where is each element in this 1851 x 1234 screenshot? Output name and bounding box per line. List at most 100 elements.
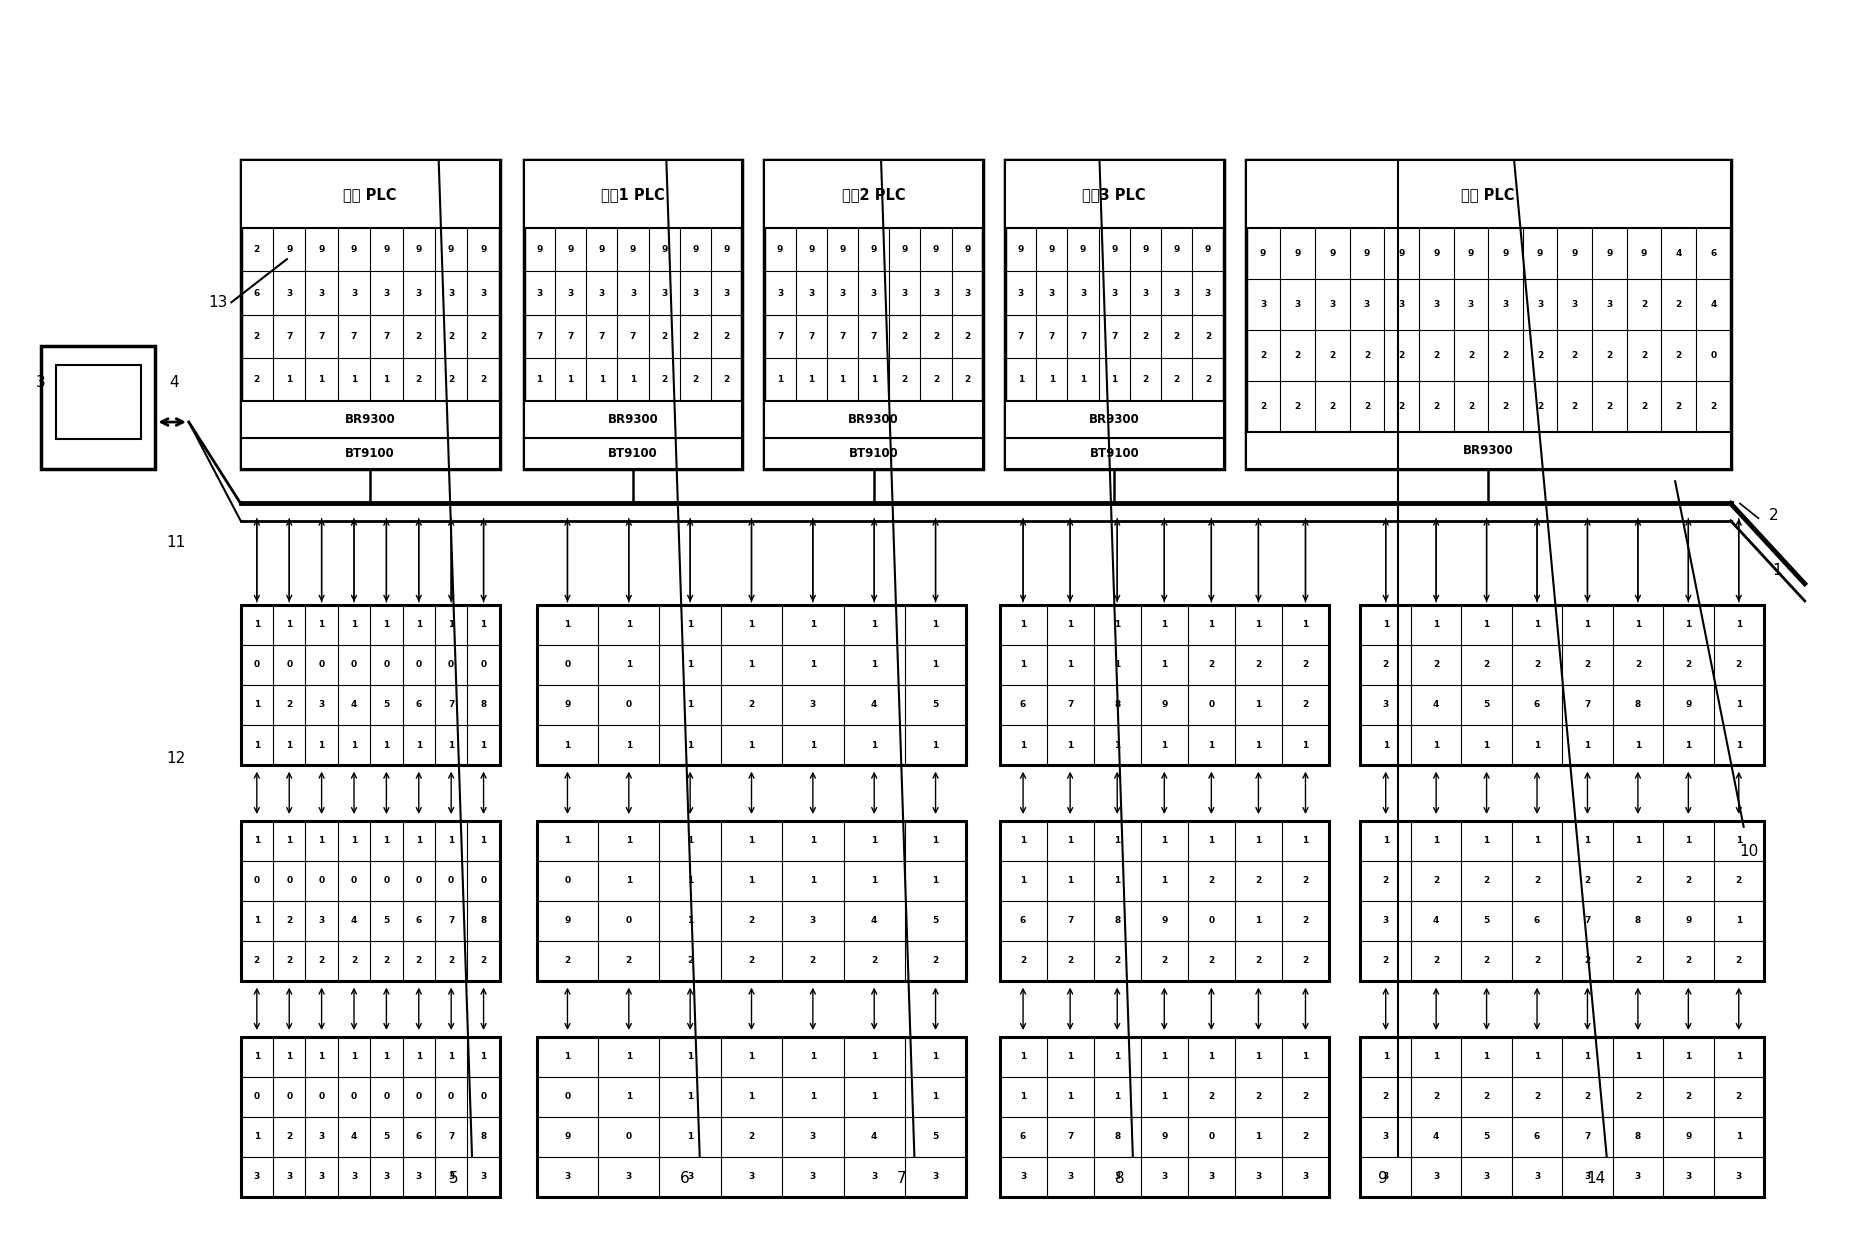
- Text: 1: 1: [1383, 837, 1388, 845]
- Text: 2: 2: [1209, 660, 1214, 669]
- Text: 1: 1: [565, 740, 570, 749]
- Text: 1: 1: [809, 1053, 816, 1061]
- Text: 2: 2: [933, 956, 938, 965]
- Text: 2: 2: [1383, 956, 1388, 965]
- Text: 1: 1: [565, 837, 570, 845]
- Text: 3: 3: [1161, 1172, 1168, 1181]
- Text: 0: 0: [287, 660, 292, 669]
- Text: 3: 3: [724, 289, 729, 297]
- Text: 1: 1: [1161, 660, 1168, 669]
- Text: 2: 2: [872, 956, 877, 965]
- Text: 9: 9: [933, 246, 938, 254]
- Text: 1: 1: [1303, 837, 1309, 845]
- Text: BT9100: BT9100: [609, 447, 657, 460]
- Text: 1: 1: [1584, 1053, 1590, 1061]
- Text: 2: 2: [565, 956, 570, 965]
- Text: 3: 3: [1383, 701, 1388, 710]
- Bar: [537, 821, 966, 981]
- Text: BR9300: BR9300: [1088, 413, 1140, 426]
- Text: 8: 8: [481, 701, 487, 710]
- Text: 6: 6: [1020, 1133, 1025, 1141]
- Text: 2: 2: [481, 332, 487, 341]
- Text: BT9100: BT9100: [850, 447, 898, 460]
- Text: 3: 3: [1205, 289, 1211, 297]
- Text: 2: 2: [1364, 350, 1370, 360]
- Text: 2: 2: [416, 332, 422, 341]
- Text: 1: 1: [287, 1053, 292, 1061]
- Text: 1: 1: [1209, 1053, 1214, 1061]
- Text: 9: 9: [870, 246, 877, 254]
- Text: 1: 1: [1161, 876, 1168, 885]
- Text: 1: 1: [1114, 621, 1120, 629]
- Text: 7: 7: [448, 917, 453, 926]
- Text: 6: 6: [416, 917, 422, 926]
- Text: 2: 2: [1255, 956, 1262, 965]
- Text: 3: 3: [318, 701, 324, 710]
- Text: 2: 2: [1399, 402, 1405, 411]
- Text: 2: 2: [1255, 660, 1262, 669]
- Text: 2: 2: [1634, 1092, 1642, 1101]
- Text: 1: 1: [1066, 740, 1074, 749]
- Text: 1: 1: [687, 740, 694, 749]
- Bar: [524, 438, 742, 469]
- Text: 1: 1: [1634, 1053, 1642, 1061]
- Text: 2: 2: [1383, 660, 1388, 669]
- Text: 0: 0: [481, 660, 487, 669]
- Text: 1: 1: [1483, 740, 1490, 749]
- Text: 0: 0: [1710, 350, 1716, 360]
- Text: 3: 3: [35, 375, 46, 390]
- Text: 1: 1: [1383, 1053, 1388, 1061]
- Text: 9: 9: [1398, 249, 1405, 258]
- Text: 5: 5: [1483, 1133, 1490, 1141]
- Text: 1: 1: [254, 917, 259, 926]
- Text: 1: 1: [1433, 740, 1440, 749]
- Text: 1: 1: [352, 837, 357, 845]
- Text: 1: 1: [318, 621, 324, 629]
- Bar: [537, 605, 966, 765]
- Text: 7: 7: [537, 332, 542, 341]
- Text: 1: 1: [687, 876, 694, 885]
- Text: 5: 5: [933, 1133, 938, 1141]
- Text: 3: 3: [565, 1172, 570, 1181]
- Text: 2: 2: [1433, 956, 1440, 965]
- Text: 3: 3: [661, 289, 668, 297]
- Text: 3: 3: [318, 1133, 324, 1141]
- Text: 1: 1: [1736, 837, 1742, 845]
- Text: 6: 6: [1534, 701, 1540, 710]
- Text: 3: 3: [809, 701, 816, 710]
- Text: 2: 2: [692, 332, 698, 341]
- Bar: [241, 821, 500, 981]
- Text: 1: 1: [287, 621, 292, 629]
- Text: 3: 3: [901, 289, 909, 297]
- Text: 2: 2: [1642, 402, 1647, 411]
- Text: 2: 2: [1571, 350, 1577, 360]
- Text: 1: 1: [254, 621, 259, 629]
- Text: 6: 6: [1710, 249, 1716, 258]
- Text: 3: 3: [1571, 300, 1577, 310]
- Bar: [241, 160, 500, 469]
- Text: 4: 4: [872, 917, 877, 926]
- Text: 9: 9: [1684, 1133, 1692, 1141]
- Text: 9: 9: [1205, 246, 1211, 254]
- Text: 1: 1: [1114, 1092, 1120, 1101]
- Text: 3: 3: [933, 1172, 938, 1181]
- Text: 3: 3: [416, 289, 422, 297]
- Text: 3: 3: [777, 289, 783, 297]
- Text: 1: 1: [1161, 1053, 1168, 1061]
- Text: 0: 0: [1209, 917, 1214, 926]
- Text: 9: 9: [839, 246, 846, 254]
- Text: 4: 4: [1433, 1133, 1440, 1141]
- Text: 2: 2: [661, 375, 668, 384]
- Text: 3: 3: [809, 1172, 816, 1181]
- Text: 3: 3: [318, 289, 324, 297]
- Text: 7: 7: [1584, 1133, 1590, 1141]
- Text: 9: 9: [1364, 249, 1370, 258]
- Text: 2: 2: [287, 956, 292, 965]
- Text: 1: 1: [687, 837, 694, 845]
- Text: 1: 1: [1255, 701, 1262, 710]
- Text: 2: 2: [287, 1133, 292, 1141]
- Text: 1: 1: [1020, 1053, 1025, 1061]
- Text: 辅控 PLC: 辅控 PLC: [1462, 186, 1514, 202]
- Text: 2: 2: [1534, 1092, 1540, 1101]
- Text: 11: 11: [167, 536, 185, 550]
